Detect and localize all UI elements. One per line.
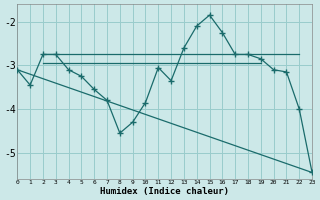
X-axis label: Humidex (Indice chaleur): Humidex (Indice chaleur) bbox=[100, 187, 229, 196]
